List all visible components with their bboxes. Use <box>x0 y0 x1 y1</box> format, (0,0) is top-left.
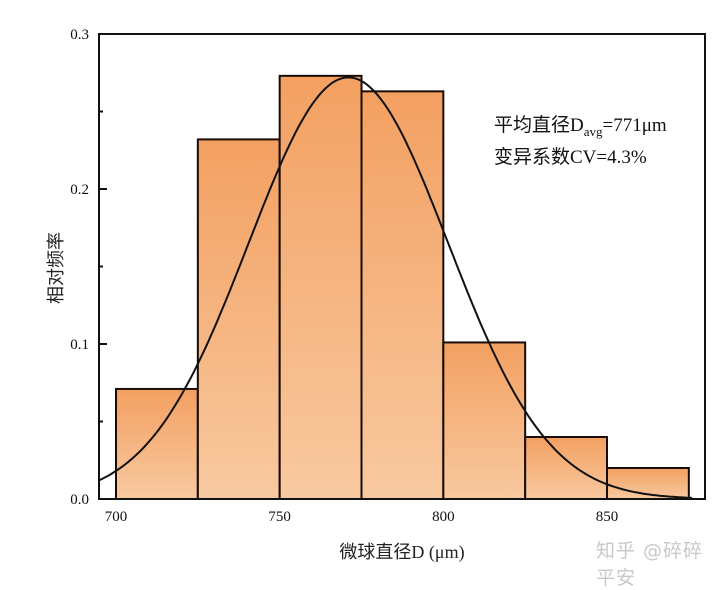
histogram-bar <box>524 436 609 500</box>
histogram-bar <box>442 341 527 501</box>
x-tick-label: 800 <box>432 509 455 525</box>
y-tick-label: 0.3 <box>70 27 89 43</box>
y-tick-label: 0.0 <box>70 492 89 508</box>
x-axis-title: 微球直径D (μm) <box>339 542 464 563</box>
y-tick-label: 0.2 <box>70 182 89 198</box>
y-tick-label: 0.1 <box>70 337 89 353</box>
histogram-bar <box>115 387 199 501</box>
normal-fit-curve <box>99 76 693 499</box>
x-axis: 700 750 800 850 <box>105 509 619 525</box>
histogram-bar <box>278 74 363 500</box>
cv-annotation: 变异系数CV=4.3% <box>494 146 647 168</box>
histogram-bar <box>360 90 445 500</box>
histogram-bars <box>115 74 690 501</box>
x-tick-label: 750 <box>268 509 291 525</box>
x-tick-label: 700 <box>105 509 128 525</box>
y-axis-title: 相对频率 <box>46 232 66 304</box>
y-axis: 0.0 0.1 0.2 0.3 <box>70 27 107 508</box>
x-tick-label: 850 <box>596 509 619 525</box>
mean-diameter-annotation: 平均直径Davg=771μm <box>494 114 667 139</box>
